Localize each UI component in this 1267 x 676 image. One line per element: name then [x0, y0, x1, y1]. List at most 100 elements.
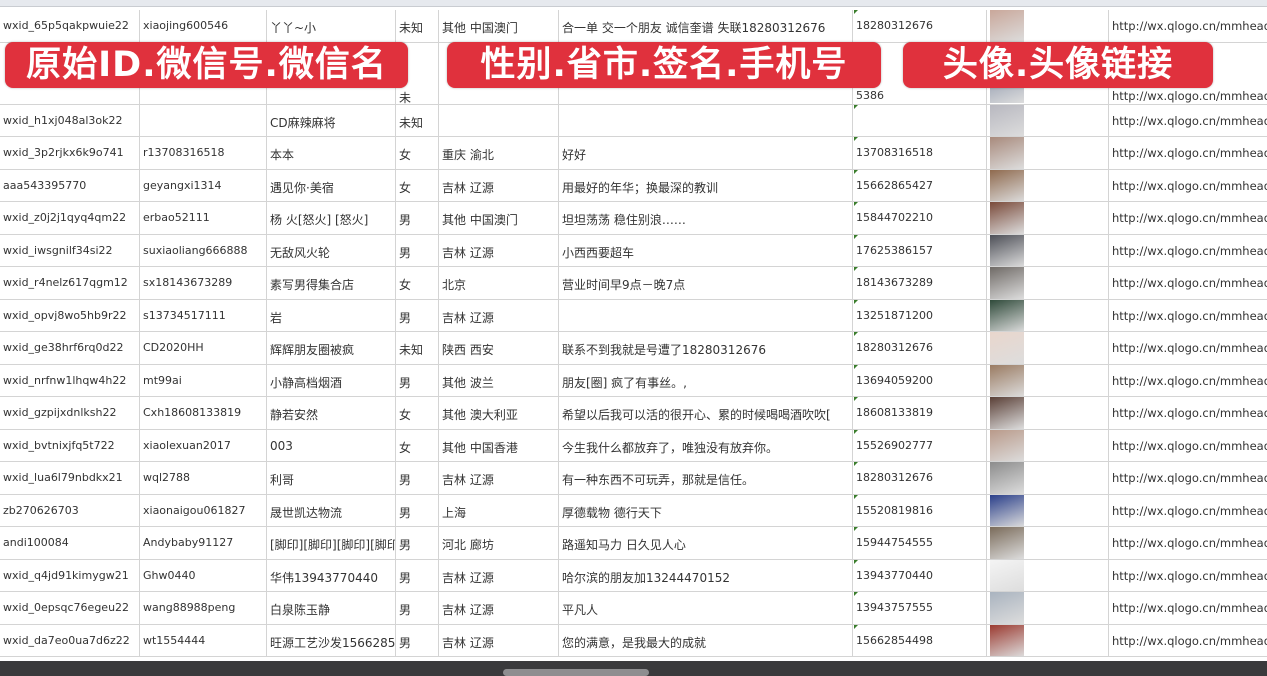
- original-id-cell[interactable]: wxid_iwsgnilf34si22: [0, 234, 140, 266]
- avatar-url-cell[interactable]: http://wx.qlogo.cn/mmhead: [1112, 633, 1267, 648]
- gender-cell[interactable]: 未: [396, 42, 439, 104]
- phone-cell[interactable]: 18280312676: [853, 332, 987, 364]
- gender-cell[interactable]: 男: [396, 234, 439, 266]
- phone-cell[interactable]: 15662854498: [853, 624, 987, 656]
- avatar-cell[interactable]: [987, 332, 1109, 364]
- avatar-cell[interactable]: [987, 624, 1109, 656]
- signature-cell[interactable]: 今生我什么都放弃了，唯独没有放弃你。: [559, 429, 853, 461]
- gender-cell[interactable]: 未知: [396, 10, 439, 42]
- avatar-cell[interactable]: [987, 137, 1109, 169]
- region-cell[interactable]: 其他 中国澳门: [439, 10, 559, 42]
- wechat-name-cell[interactable]: 遇见你·美宿: [267, 169, 396, 201]
- region-cell[interactable]: 其他 波兰: [439, 364, 559, 396]
- wechat-name-cell[interactable]: 无敌风火轮: [267, 234, 396, 266]
- gender-cell[interactable]: 未知: [396, 332, 439, 364]
- gender-cell[interactable]: 男: [396, 299, 439, 331]
- signature-cell[interactable]: [559, 104, 853, 136]
- wechat-name-cell[interactable]: 静若安然: [267, 397, 396, 429]
- signature-cell[interactable]: 厚德载物 德行天下: [559, 494, 853, 526]
- original-id-cell[interactable]: wxid_da7eo0ua7d6z22: [0, 624, 140, 656]
- wechat-name-cell[interactable]: 素写男得集合店: [267, 267, 396, 299]
- region-cell[interactable]: 河北 廊坊: [439, 527, 559, 559]
- original-id-cell[interactable]: wxid_0epsqc76egeu22: [0, 592, 140, 624]
- avatar-cell[interactable]: [987, 10, 1109, 42]
- signature-cell[interactable]: 联系不到我就是号遭了18280312676: [559, 332, 853, 364]
- gender-cell[interactable]: 男: [396, 527, 439, 559]
- avatar-cell[interactable]: [987, 299, 1109, 331]
- avatar-url-cell[interactable]: http://wx.qlogo.cn/mmhead: [1112, 88, 1267, 103]
- phone-cell[interactable]: 15944754555: [853, 527, 987, 559]
- signature-cell[interactable]: 合一单 交一个朋友 诚信奎谱 失联18280312676: [559, 10, 853, 42]
- original-id-cell[interactable]: wxid_65p5qakpwuie22: [0, 10, 140, 42]
- region-cell[interactable]: 其他 中国澳门: [439, 202, 559, 234]
- wechat-name-cell[interactable]: 晟世凯达物流: [267, 494, 396, 526]
- wechat-id-cell[interactable]: CD2020HH: [140, 332, 267, 364]
- avatar-cell[interactable]: [987, 104, 1109, 136]
- signature-cell[interactable]: 坦坦荡荡 稳住别浪……: [559, 202, 853, 234]
- gender-cell[interactable]: 女: [396, 137, 439, 169]
- gender-cell[interactable]: 男: [396, 559, 439, 591]
- region-cell[interactable]: 陕西 西安: [439, 332, 559, 364]
- avatar-url-cell[interactable]: http://wx.qlogo.cn/mmhead: [1112, 373, 1267, 388]
- original-id-cell[interactable]: wxid_h1xj048al3ok22: [0, 104, 140, 136]
- avatar-url-cell[interactable]: http://wx.qlogo.cn/mmhead: [1112, 146, 1267, 160]
- avatar-cell[interactable]: [987, 429, 1109, 461]
- original-id-cell[interactable]: wxid_z0j2j1qyq4qm22: [0, 202, 140, 234]
- wechat-id-cell[interactable]: xiaolexuan2017: [140, 429, 267, 461]
- avatar-url-cell[interactable]: http://wx.qlogo.cn/mmhead: [1112, 503, 1267, 518]
- phone-cell[interactable]: 13694059200: [853, 364, 987, 396]
- phone-cell[interactable]: [853, 104, 987, 136]
- phone-cell[interactable]: 13708316518: [853, 137, 987, 169]
- region-cell[interactable]: 吉林 辽源: [439, 624, 559, 656]
- phone-cell[interactable]: 18608133819: [853, 397, 987, 429]
- original-id-cell[interactable]: aaa543395770: [0, 169, 140, 201]
- avatar-url-cell[interactable]: http://wx.qlogo.cn/mmhead: [1112, 438, 1267, 453]
- avatar-url-cell[interactable]: http://wx.qlogo.cn/mmhead: [1112, 243, 1267, 258]
- wechat-name-cell[interactable]: 华伟13943770440: [267, 559, 396, 591]
- signature-cell[interactable]: 路遥知马力 日久见人心: [559, 527, 853, 559]
- avatar-url-cell[interactable]: http://wx.qlogo.cn/mmhead: [1112, 536, 1267, 550]
- wechat-id-cell[interactable]: sx18143673289: [140, 267, 267, 299]
- avatar-cell[interactable]: [987, 169, 1109, 201]
- wechat-name-cell[interactable]: 003: [267, 429, 396, 461]
- wechat-name-cell[interactable]: [脚印][脚印][脚印][脚印: [267, 527, 396, 559]
- wechat-id-cell[interactable]: mt99ai: [140, 364, 267, 396]
- signature-cell[interactable]: 平凡人: [559, 592, 853, 624]
- original-id-cell[interactable]: wxid_3p2rjkx6k9o741: [0, 137, 140, 169]
- phone-cell[interactable]: 13943770440: [853, 559, 987, 591]
- gender-cell[interactable]: 男: [396, 624, 439, 656]
- avatar-url-cell[interactable]: http://wx.qlogo.cn/mmhead: [1112, 406, 1267, 420]
- avatar-url-cell[interactable]: http://wx.qlogo.cn/mmhead: [1112, 341, 1267, 355]
- wechat-id-cell[interactable]: erbao52111: [140, 202, 267, 234]
- signature-cell[interactable]: 哈尔滨的朋友加13244470152: [559, 559, 853, 591]
- original-id-cell[interactable]: wxid_ge38hrf6rq0d22: [0, 332, 140, 364]
- wechat-name-cell[interactable]: 旺源工艺沙发15662854: [267, 624, 396, 656]
- gender-cell[interactable]: 女: [396, 429, 439, 461]
- wechat-name-cell[interactable]: 岩: [267, 299, 396, 331]
- phone-cell[interactable]: 13251871200: [853, 299, 987, 331]
- avatar-cell[interactable]: [987, 234, 1109, 266]
- signature-cell[interactable]: 有一种东西不可玩弄，那就是信任。: [559, 462, 853, 494]
- avatar-cell[interactable]: [987, 267, 1109, 299]
- original-id-cell[interactable]: wxid_nrfnw1lhqw4h22: [0, 364, 140, 396]
- wechat-name-cell[interactable]: 白泉陈玉静: [267, 592, 396, 624]
- avatar-url-cell[interactable]: http://wx.qlogo.cn/mmhead: [1112, 211, 1267, 225]
- region-cell[interactable]: 吉林 辽源: [439, 169, 559, 201]
- phone-cell[interactable]: 17625386157: [853, 234, 987, 266]
- wechat-id-cell[interactable]: geyangxi1314: [140, 169, 267, 201]
- avatar-url-cell[interactable]: http://wx.qlogo.cn/mmhead: [1112, 471, 1267, 485]
- region-cell[interactable]: 重庆 渝北: [439, 137, 559, 169]
- original-id-cell[interactable]: wxid_opvj8wo5hb9r22: [0, 299, 140, 331]
- region-cell[interactable]: 北京: [439, 267, 559, 299]
- wechat-name-cell[interactable]: 利哥: [267, 462, 396, 494]
- wechat-name-cell[interactable]: 本本: [267, 137, 396, 169]
- signature-cell[interactable]: 希望以后我可以活的很开心、累的时候喝喝酒吹吹[: [559, 397, 853, 429]
- wechat-id-cell[interactable]: wt1554444: [140, 624, 267, 656]
- avatar-url-cell[interactable]: http://wx.qlogo.cn/mmhead: [1112, 308, 1267, 323]
- gender-cell[interactable]: 男: [396, 364, 439, 396]
- avatar-url-cell[interactable]: http://wx.qlogo.cn/mmhead: [1112, 276, 1267, 290]
- wechat-id-cell[interactable]: wang88988peng: [140, 592, 267, 624]
- phone-cell[interactable]: 18280312676: [853, 462, 987, 494]
- avatar-url-cell[interactable]: http://wx.qlogo.cn/mmhead: [1112, 601, 1267, 615]
- region-cell[interactable]: 吉林 辽源: [439, 234, 559, 266]
